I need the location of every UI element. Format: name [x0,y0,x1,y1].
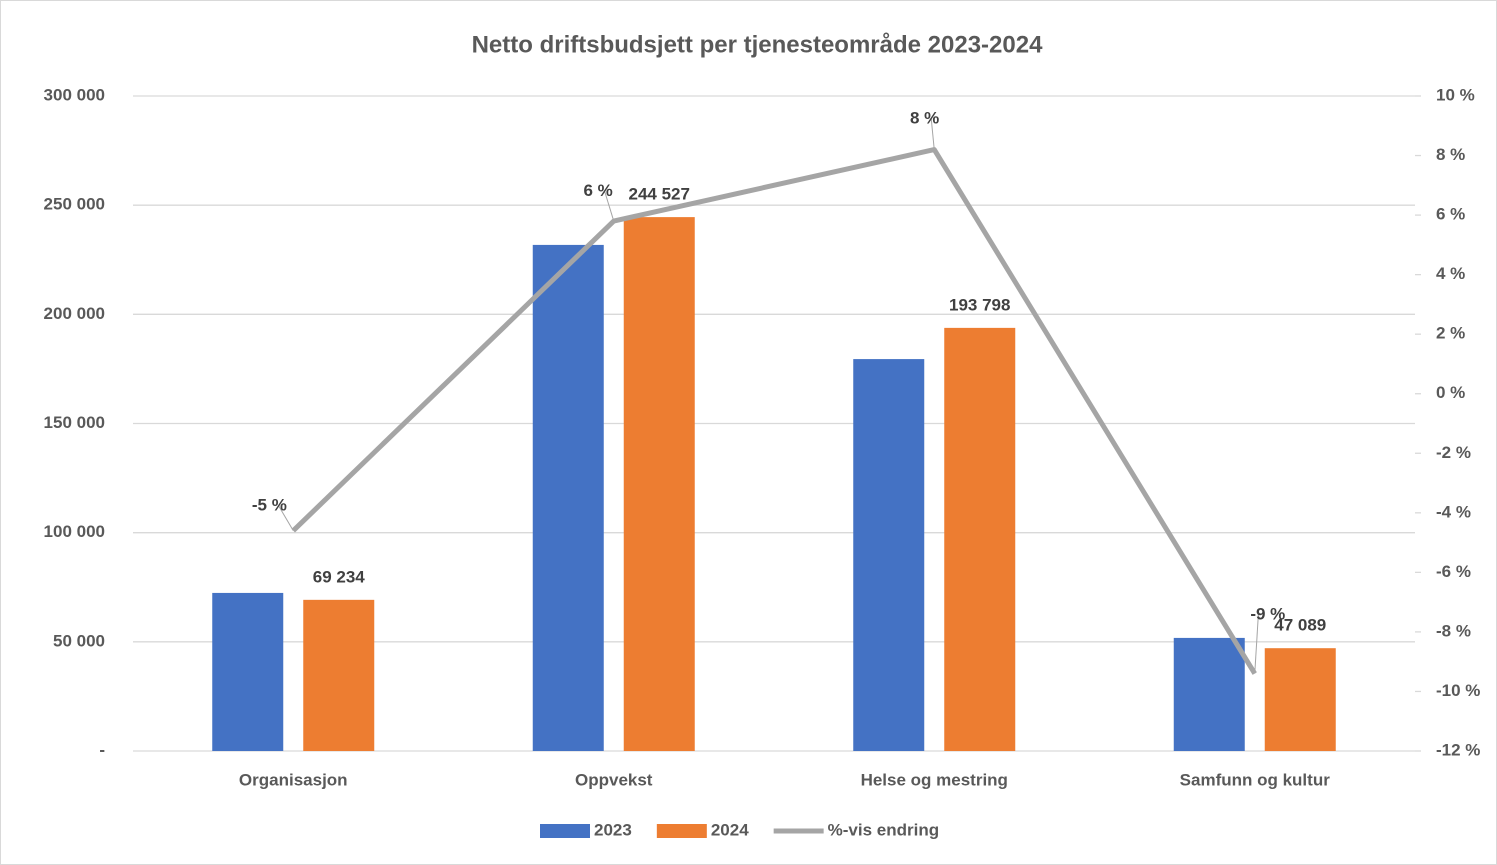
bar [1264,648,1336,751]
legend-label: 2023 [594,820,632,839]
y2-tick-label: 0 % [1436,383,1465,402]
legend-label: 2024 [711,820,749,839]
y-tick-label: 50 000 [53,631,105,650]
data-label: 69 234 [313,567,366,586]
leader-line [930,118,935,150]
y-tick-label: 200 000 [44,304,105,323]
bar [853,359,925,751]
x-tick-label: Helse og mestring [861,770,1008,789]
y2-tick-label: -12 % [1436,740,1480,759]
data-label: 6 % [583,181,612,200]
bar [623,217,695,752]
y2-tick-label: -8 % [1436,621,1471,640]
data-label: 8 % [910,108,939,127]
bar [303,599,375,751]
y-tick-label: - [99,740,105,759]
legend-swatch [656,824,707,838]
line [291,147,1257,675]
leader-line [278,505,294,531]
y2-tick-label: -4 % [1436,502,1471,521]
leader-line [604,191,615,222]
legend-swatch [540,824,590,838]
chart-title: Netto driftsbudsjett per tjenesteområde … [472,31,1043,58]
data-label: 193 798 [949,295,1010,314]
y-tick-label: 300 000 [44,85,105,104]
y2-tick-label: 2 % [1436,324,1465,343]
bar [532,244,604,752]
y-tick-label: 100 000 [44,522,105,541]
data-label: 47 089 [1274,616,1326,635]
bar [212,592,284,751]
y2-tick-label: 10 % [1436,85,1475,104]
legend-label: %-vis endring [828,820,939,839]
y2-tick-label: 6 % [1436,205,1465,224]
y2-tick-label: -6 % [1436,562,1471,581]
bar [944,327,1016,751]
x-tick-label: Samfunn og kultur [1180,770,1331,789]
y-tick-label: 150 000 [44,413,105,432]
data-label: -5 % [252,496,287,515]
data-label: -9 % [1250,604,1285,623]
leader-line [1254,614,1259,674]
y2-tick-label: -10 % [1436,681,1480,700]
y2-tick-label: -2 % [1436,443,1471,462]
x-tick-label: Organisasjon [239,770,348,789]
x-tick-label: Oppvekst [575,770,653,789]
data-label: 244 527 [629,185,690,204]
y2-tick-label: 8 % [1436,145,1465,164]
y2-tick-label: 4 % [1436,264,1465,283]
y-tick-label: 250 000 [44,195,105,214]
bar [1173,637,1245,751]
